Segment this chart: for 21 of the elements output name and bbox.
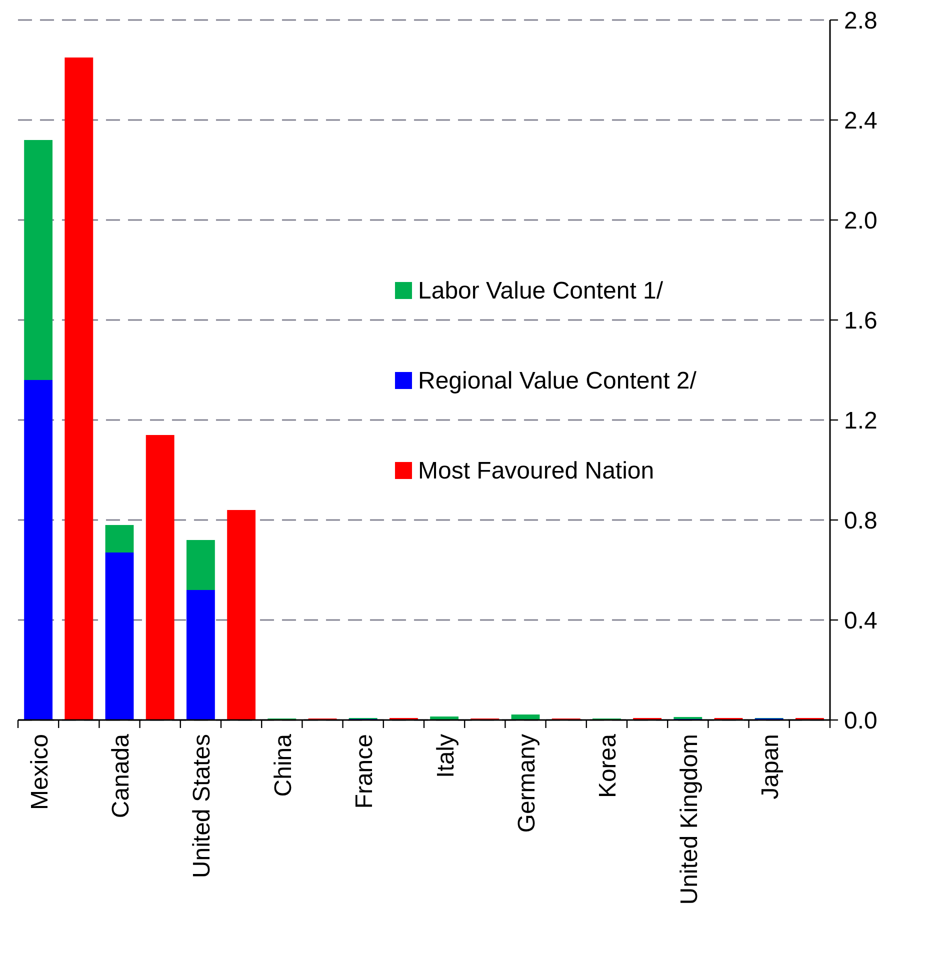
x-tick-label: United States <box>188 734 216 878</box>
x-tick-label: United Kingdom <box>676 734 703 905</box>
y-tick-label: 2.0 <box>844 207 878 234</box>
y-tick-label: 0.4 <box>844 607 878 634</box>
x-tick-label: Germany <box>514 734 540 833</box>
x-tick-label: Japan <box>757 734 784 800</box>
y-tick-label: 2.4 <box>844 107 878 134</box>
y-tick-label: 0.0 <box>844 707 878 734</box>
legend-label: Labor Value Content 1/ <box>418 277 664 304</box>
x-tick-label: Mexico <box>26 734 54 810</box>
x-tick-label: Italy <box>432 734 460 778</box>
legend-label: Most Favoured Nation <box>418 457 654 484</box>
y-tick-label: 0.8 <box>844 507 878 534</box>
x-tick-label: Korea <box>594 733 622 798</box>
y-tick-label: 1.2 <box>844 407 878 434</box>
x-tick-label: China <box>270 733 297 797</box>
x-tick-label: France <box>351 734 378 809</box>
y-tick-label: 1.6 <box>844 307 878 334</box>
x-tick-label: Canada <box>108 733 134 818</box>
legend-label: Regional Value Content 2/ <box>418 367 697 394</box>
y-tick-label: 2.8 <box>844 7 878 34</box>
